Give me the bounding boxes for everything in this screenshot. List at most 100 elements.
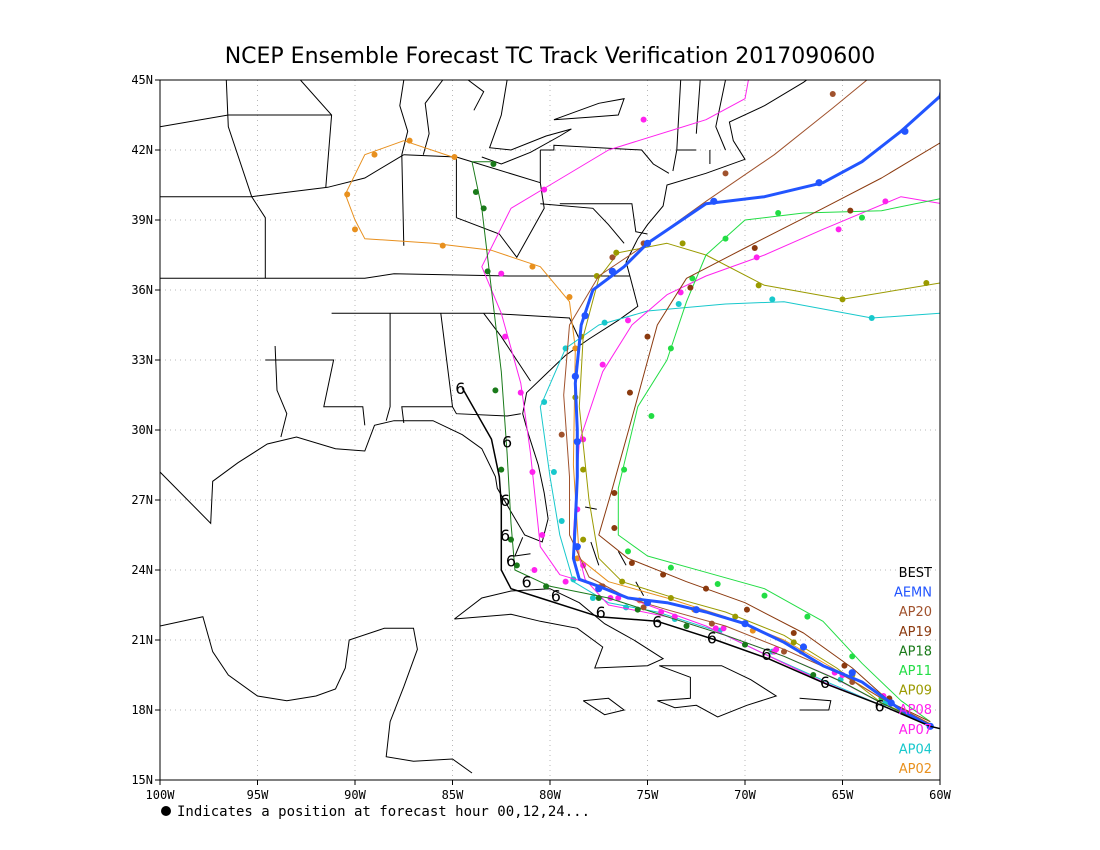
track-point-ap08 <box>658 609 665 615</box>
coastline <box>274 345 288 438</box>
track-point-ap18 <box>492 387 499 394</box>
track-point-ap11 <box>859 214 865 221</box>
coastline <box>452 406 521 417</box>
track-point-ap19 <box>611 490 618 496</box>
track-point-ap04 <box>601 319 608 326</box>
track-point-ap08 <box>753 254 760 261</box>
legend-item-ap08: AP08 <box>899 703 932 718</box>
track-point-ap04 <box>868 315 875 321</box>
track-point-aemn <box>901 127 909 135</box>
track-point-ap09 <box>790 639 797 646</box>
track-point-ap02 <box>572 345 579 352</box>
coastline <box>401 154 405 246</box>
track-point-ap11 <box>625 548 631 555</box>
legend-item-aemn: AEMN <box>894 586 932 601</box>
track-point-ap09 <box>755 282 762 289</box>
track-point-ap07 <box>539 532 546 538</box>
track-point-ap20 <box>609 254 616 261</box>
coastline <box>331 312 580 340</box>
best-track-marker: 6 <box>596 603 606 622</box>
track-point-aemn <box>692 606 700 614</box>
track-point-ap19 <box>968 131 974 137</box>
x-tick-label: 60W <box>929 788 951 802</box>
track-point-ap07 <box>640 116 647 123</box>
track-point-aemn <box>573 438 581 446</box>
best-track-marker: 6 <box>502 433 512 452</box>
track-point-ap07 <box>529 469 536 475</box>
track-point-aemn <box>581 312 589 320</box>
coastline <box>483 312 531 382</box>
x-tick-label: 85W <box>442 788 464 802</box>
track-point-ap11 <box>849 653 856 660</box>
legend-item-ap04: AP04 <box>899 742 932 757</box>
y-tick-label: 27N <box>131 493 153 507</box>
track-line-ap07 <box>481 80 931 727</box>
best-track-marker: 6 <box>455 379 465 398</box>
track-point-ap18 <box>634 606 641 613</box>
track-point-ap20 <box>722 170 729 177</box>
track-point-ap07 <box>671 613 678 620</box>
track-point-ap08 <box>712 625 719 632</box>
track-point-ap08 <box>599 361 606 368</box>
track-point-ap11 <box>941 191 947 197</box>
track-point-ap08 <box>835 226 842 233</box>
track-point-ap08 <box>625 317 631 324</box>
track-point-ap18 <box>472 189 479 195</box>
track-point-ap02 <box>352 226 358 233</box>
track-point-ap18 <box>513 562 520 569</box>
best-track-marker: 6 <box>500 526 510 545</box>
y-tick-label: 36N <box>131 283 153 297</box>
y-tick-label: 24N <box>131 563 153 577</box>
track-point-ap19 <box>841 662 848 669</box>
track-point-aemn <box>643 239 652 247</box>
best-track-marker: 6 <box>506 552 516 571</box>
track-point-ap07 <box>531 567 538 573</box>
legend: BEST AEMN AP20 AP19 AP18 AP11 AP09 AP08 AP07 AP04… <box>894 566 932 777</box>
x-tick-label: 75W <box>637 788 659 802</box>
legend-item-ap18: AP18 <box>899 644 932 659</box>
y-tick-label: 15N <box>131 773 153 787</box>
track-point-ap07 <box>615 595 622 601</box>
coastline <box>481 80 572 165</box>
track-point-ap18 <box>595 595 602 601</box>
coastline <box>695 80 701 134</box>
legend-item-ap11: AP11 <box>899 664 932 679</box>
coastline <box>454 588 665 669</box>
track-point-ap19 <box>644 333 651 340</box>
track-point-aemn <box>848 669 856 677</box>
track-point-ap11 <box>648 413 655 419</box>
coastline <box>540 144 670 174</box>
track-point-ap11 <box>667 345 674 352</box>
track-point-ap11 <box>714 581 721 587</box>
coastline <box>617 551 627 566</box>
coastline <box>456 150 545 259</box>
coastline <box>225 80 266 279</box>
legend-item-ap19: AP19 <box>899 625 932 640</box>
track-point-ap04 <box>1015 273 1021 279</box>
track-point-aemn <box>799 643 808 651</box>
track-point-ap02 <box>344 191 351 198</box>
track-line-ap11 <box>617 198 940 723</box>
track-point-ap11 <box>804 613 811 620</box>
coastline <box>672 80 682 172</box>
track-point-ap02 <box>451 154 458 160</box>
track-point-aemn <box>571 372 579 380</box>
y-tick-label: 42N <box>131 143 153 157</box>
coastlines-and-borders <box>160 80 832 774</box>
track-point-aemn <box>929 48 936 55</box>
coastline <box>799 697 832 711</box>
legend-item-ap07: AP07 <box>899 723 932 738</box>
coastline <box>265 359 366 426</box>
track-point-ap18 <box>484 268 491 275</box>
track-point-ap04 <box>550 469 557 475</box>
coastline <box>403 154 457 218</box>
axis-ticks: 100W 95W 90W 85W 80W 75W 70W 65W 60W 15N 18N 21N 24N… <box>131 73 951 802</box>
coastline <box>422 80 444 155</box>
track-line-best <box>461 387 940 730</box>
track-point-ap18 <box>490 161 497 167</box>
x-tick-label: 80W <box>539 788 561 802</box>
y-tick-label: 33N <box>131 353 153 367</box>
track-point-aemn <box>710 197 718 205</box>
